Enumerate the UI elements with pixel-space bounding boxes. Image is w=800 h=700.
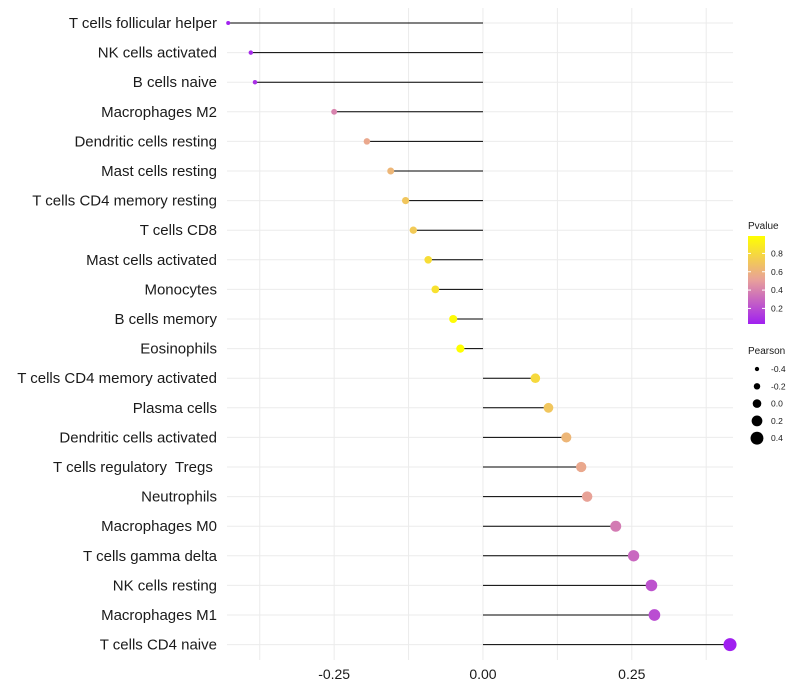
category-label-18: T cells gamma delta — [83, 548, 218, 565]
category-label-9: Monocytes — [144, 281, 217, 298]
pearson-key-label: 0.2 — [771, 416, 783, 426]
point-3 — [331, 108, 338, 115]
point-12 — [530, 373, 541, 383]
pearson-key-label: 0.4 — [771, 433, 783, 443]
pvalue-legend: Pvalue 0.8 0.6 0.4 0.2 — [748, 221, 783, 324]
category-label-5: Mast cells resting — [101, 163, 217, 180]
pearson-key-2 — [752, 399, 762, 408]
point-14 — [561, 432, 572, 443]
category-label-4: Dendritic cells resting — [74, 133, 217, 150]
point-5 — [387, 167, 395, 175]
pearson-key-3 — [751, 415, 763, 427]
pvalue-tick-label: 0.2 — [771, 303, 783, 313]
point-20 — [648, 609, 661, 621]
pearson-key-label: -0.4 — [771, 364, 786, 374]
point-16 — [581, 491, 593, 502]
point-19 — [645, 579, 658, 592]
category-label-1: NK cells activated — [98, 45, 217, 62]
pvalue-legend-title: Pvalue — [748, 221, 779, 232]
x-axis-tick-labels: -0.25 0.00 0.25 — [318, 666, 645, 682]
category-label-3: Macrophages M2 — [101, 104, 217, 121]
pvalue-tick-label: 0.6 — [771, 267, 783, 277]
point-21 — [723, 638, 737, 652]
category-label-12: T cells CD4 memory activated — [17, 370, 217, 387]
point-9 — [431, 285, 440, 294]
category-label-21: T cells CD4 naive — [100, 637, 217, 654]
category-label-6: T cells CD4 memory resting — [32, 193, 217, 210]
category-label-14: Dendritic cells activated — [59, 429, 217, 446]
point-11 — [456, 344, 465, 353]
point-6 — [401, 196, 410, 205]
pearson-legend: Pearson -0.4 -0.2 0.0 0.2 0.4 — [748, 346, 786, 445]
category-label-0: T cells follicular helper — [69, 15, 217, 32]
pearson-key-1 — [753, 383, 761, 390]
point-7 — [409, 226, 418, 234]
x-tick-label: 0.25 — [618, 666, 645, 682]
x-tick-label: 0.00 — [469, 666, 496, 682]
category-label-10: B cells memory — [114, 311, 217, 328]
category-label-7: T cells CD8 — [140, 222, 217, 239]
category-label-2: B cells naive — [133, 74, 217, 91]
point-4 — [363, 138, 371, 145]
point-2 — [252, 79, 258, 85]
point-17 — [610, 520, 622, 532]
point-1 — [248, 50, 254, 55]
category-label-11: Eosinophils — [140, 341, 217, 358]
category-label-16: Neutrophils — [141, 489, 217, 506]
category-label-17: Macrophages M0 — [101, 518, 217, 535]
pearson-key-0 — [754, 366, 760, 372]
pvalue-tick-label: 0.8 — [771, 248, 783, 258]
pearson-legend-title: Pearson — [748, 346, 785, 357]
point-0 — [226, 20, 231, 26]
point-13 — [543, 402, 554, 413]
category-labels: T cells follicular helper NK cells activa… — [17, 15, 217, 654]
grid-lines — [227, 8, 733, 660]
pvalue-colorbar — [748, 236, 765, 324]
category-label-13: Plasma cells — [133, 400, 217, 417]
lollipop-stems — [228, 22, 731, 646]
lollipop-points — [226, 20, 737, 652]
point-8 — [424, 255, 433, 264]
point-18 — [627, 550, 640, 562]
pvalue-tick-label: 0.4 — [771, 285, 783, 295]
category-label-8: Mast cells activated — [86, 252, 217, 269]
pearson-key-4 — [750, 431, 764, 445]
x-tick-label: -0.25 — [318, 666, 350, 682]
point-10 — [449, 314, 458, 324]
category-label-20: Macrophages M1 — [101, 607, 217, 624]
pearson-key-label: -0.2 — [771, 381, 786, 391]
category-label-19: NK cells resting — [113, 577, 217, 594]
pearson-key-label: 0.0 — [771, 399, 783, 409]
point-15 — [576, 461, 587, 473]
category-label-15: T cells regulatory Tregs — [53, 459, 217, 476]
